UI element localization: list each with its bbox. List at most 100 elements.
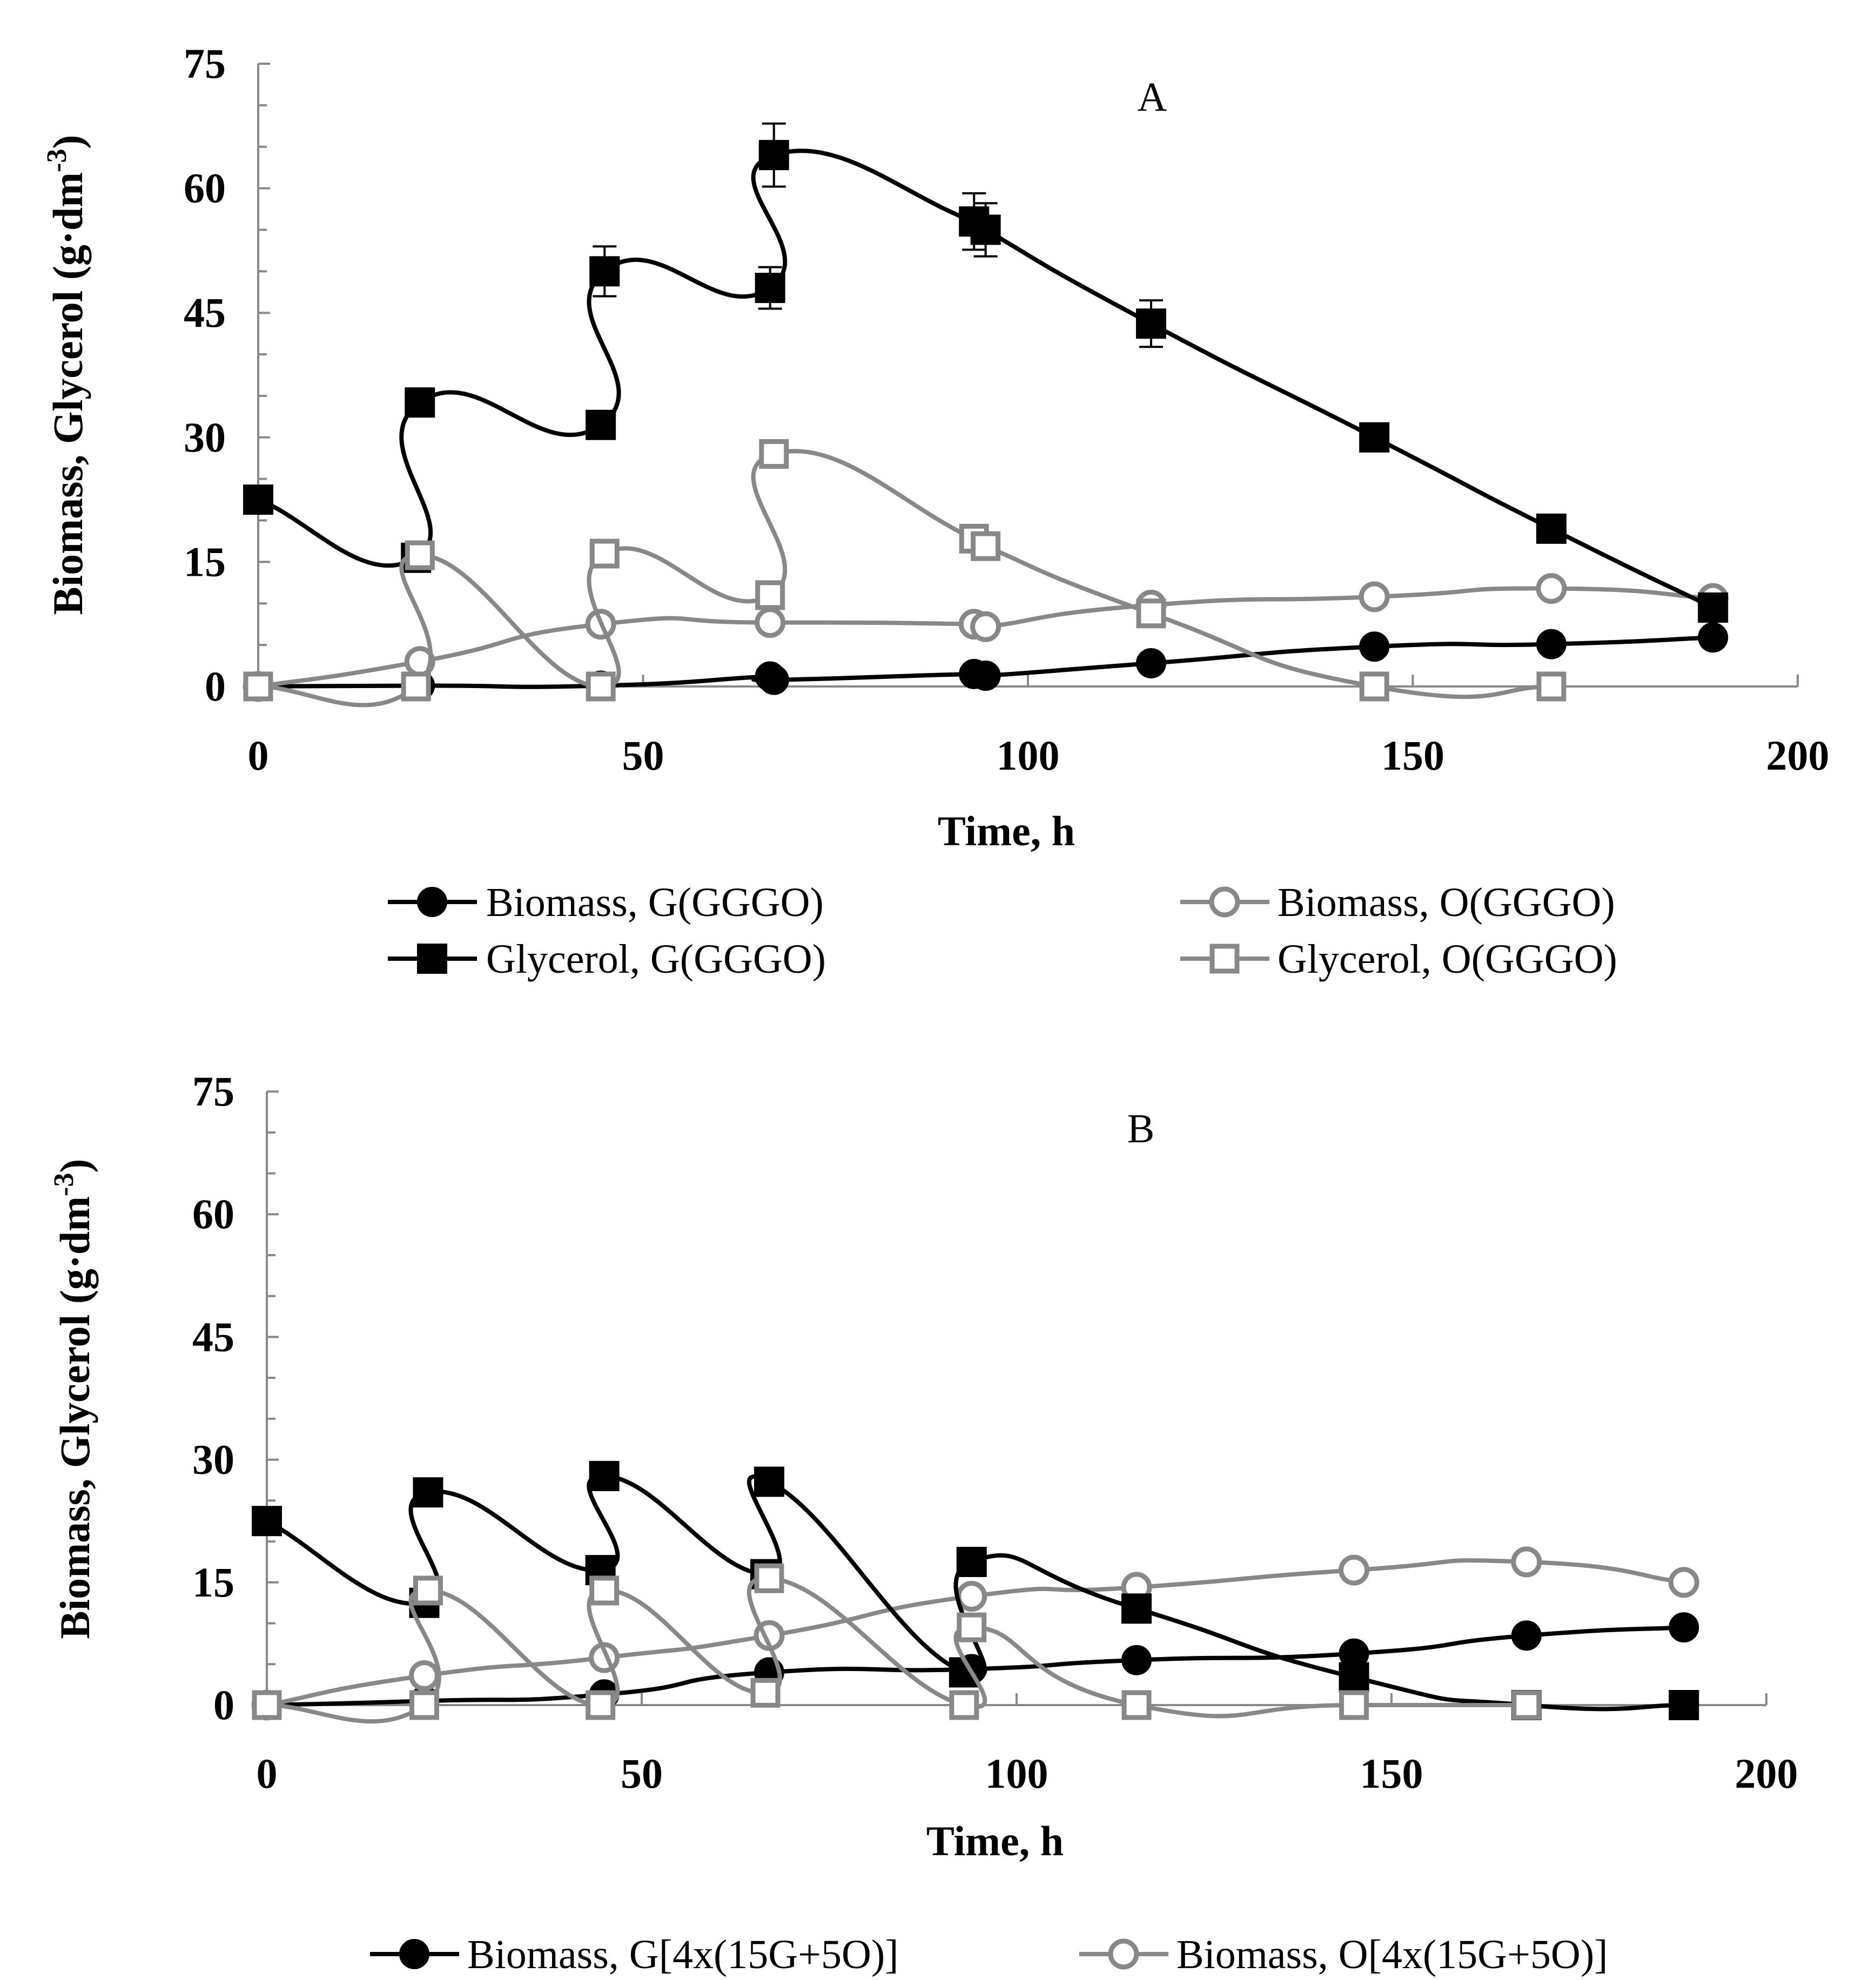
data-point-square bbox=[1359, 422, 1390, 453]
data-point-circle bbox=[970, 661, 1001, 691]
x-tick-label: 0 bbox=[257, 1750, 278, 1797]
data-point-circle bbox=[1511, 1546, 1542, 1578]
data-point-circle bbox=[1359, 631, 1390, 662]
data-point-circle bbox=[1511, 1620, 1542, 1651]
data-point-square bbox=[589, 256, 620, 287]
data-point-square bbox=[956, 1546, 987, 1577]
legend-entry: Biomass, G[4x(15G+5O)] bbox=[370, 1932, 899, 1977]
data-point-square bbox=[586, 1690, 616, 1720]
panel-title: B bbox=[1127, 1106, 1155, 1151]
series-3 bbox=[243, 439, 1566, 708]
legend-marker-circle bbox=[1209, 886, 1240, 918]
legend-label: Glycerol, G(GGGO) bbox=[486, 937, 826, 982]
data-point-square bbox=[586, 671, 616, 702]
data-point-square bbox=[1698, 592, 1729, 623]
y-axis-title-close: ) bbox=[44, 135, 91, 149]
data-point-square bbox=[1136, 308, 1166, 339]
data-point-square bbox=[1536, 671, 1566, 702]
data-point-circle bbox=[1339, 1554, 1370, 1586]
legend-label: Biomass, G[4x(15G+5O)] bbox=[467, 1932, 899, 1977]
y-tick-label: 0 bbox=[213, 1681, 234, 1728]
y-axis-title: Biomass, Glycerol (g·dm-3) bbox=[49, 1159, 98, 1639]
data-point-square bbox=[1136, 598, 1166, 629]
data-point-square bbox=[243, 484, 273, 515]
data-point-square bbox=[413, 1477, 443, 1508]
series-2 bbox=[243, 122, 1729, 623]
x-axis-title: Time, h bbox=[938, 807, 1075, 854]
y-axis-title-main: Biomass, Glycerol (g·dm bbox=[44, 172, 91, 615]
data-point-circle bbox=[755, 607, 786, 638]
legend-label: Biomass, O(GGGO) bbox=[1277, 880, 1615, 925]
data-point-square bbox=[754, 1466, 784, 1497]
data-point-square bbox=[589, 1460, 620, 1491]
data-point-square bbox=[755, 580, 785, 610]
legend-marker-square bbox=[417, 944, 447, 974]
data-point-square bbox=[405, 387, 435, 418]
series-line bbox=[258, 449, 1552, 708]
data-point-square bbox=[1339, 1662, 1369, 1693]
data-point-square bbox=[413, 1575, 443, 1606]
data-point-square bbox=[750, 1678, 781, 1708]
data-point-square bbox=[401, 671, 431, 702]
data-point-square bbox=[1359, 671, 1389, 702]
x-tick-label: 50 bbox=[622, 732, 664, 779]
y-tick-label: 0 bbox=[205, 663, 226, 710]
legend-label: Biomass, O[4x(15G+5O)] bbox=[1176, 1932, 1608, 1977]
legend-label: Glycerol, O(GGGO) bbox=[1277, 937, 1617, 982]
y-axis-title-superscript: -3 bbox=[49, 1173, 79, 1196]
data-point-square bbox=[589, 538, 620, 569]
data-point-square bbox=[252, 1506, 282, 1537]
y-axis-title-main: Biomass, Glycerol (g·dm bbox=[51, 1196, 98, 1639]
data-point-square bbox=[758, 140, 789, 171]
y-tick-label: 30 bbox=[184, 414, 226, 461]
data-point-square bbox=[243, 671, 273, 702]
data-point-circle bbox=[1136, 648, 1166, 678]
data-point-circle bbox=[1698, 622, 1729, 653]
data-point-square bbox=[405, 540, 435, 570]
data-point-square bbox=[1121, 1690, 1152, 1720]
legend-marker-circle bbox=[417, 887, 447, 917]
data-point-square bbox=[252, 1690, 282, 1720]
y-axis-title: Biomass, Glycerol (g·dm-3) bbox=[42, 135, 91, 615]
x-tick-label: 200 bbox=[1766, 732, 1830, 779]
panel-title: A bbox=[1138, 75, 1167, 120]
data-point-circle bbox=[1536, 573, 1567, 604]
chart-panel-b: 0 15 30 45 60 75 0 50 100 150 200 B Time, h Biomass, … bbox=[49, 1068, 1798, 1977]
data-point-circle bbox=[956, 1581, 987, 1612]
y-axis-title-superscript: -3 bbox=[42, 149, 72, 172]
legend-entry: Biomass, G(GGGO) bbox=[388, 880, 824, 925]
x-tick-label: 0 bbox=[248, 732, 269, 779]
legend-label: Biomass, G(GGGO) bbox=[486, 880, 824, 925]
data-point-square bbox=[759, 439, 789, 469]
x-tick-label: 150 bbox=[1360, 1750, 1423, 1797]
y-tick-label: 60 bbox=[192, 1190, 234, 1237]
data-point-square bbox=[409, 1690, 439, 1720]
data-point-circle bbox=[758, 664, 789, 695]
y-tick-label: 45 bbox=[184, 289, 226, 336]
data-point-square bbox=[949, 1690, 979, 1720]
legend-marker-circle bbox=[1108, 1938, 1139, 1970]
y-tick-label: 75 bbox=[192, 1068, 234, 1115]
legend-entry: Glycerol, G(GGGO) bbox=[388, 937, 826, 982]
x-tick-label: 100 bbox=[997, 732, 1060, 779]
data-point-square bbox=[589, 1575, 620, 1606]
data-point-circle bbox=[1121, 1645, 1152, 1675]
legend-entry: Biomass, O(GGGO) bbox=[1180, 880, 1615, 925]
x-tick-label: 150 bbox=[1381, 732, 1444, 779]
chart-panel-a: 0 15 30 45 60 75 0 50 100 150 200 A Time, h Biomass, … bbox=[42, 40, 1830, 982]
data-point-square bbox=[586, 409, 616, 440]
data-point-square bbox=[755, 273, 785, 304]
x-axis-title: Time, h bbox=[926, 1817, 1064, 1864]
data-point-square bbox=[1121, 1593, 1152, 1624]
data-point-circle bbox=[408, 1660, 440, 1691]
data-point-square bbox=[970, 214, 1001, 245]
x-tick-label: 50 bbox=[621, 1750, 663, 1797]
data-point-square bbox=[754, 1563, 784, 1593]
y-tick-label: 45 bbox=[192, 1313, 234, 1360]
data-point-circle bbox=[1359, 581, 1390, 612]
data-point-circle bbox=[1536, 629, 1566, 659]
y-tick-label: 15 bbox=[184, 538, 226, 585]
x-tick-label: 200 bbox=[1735, 1750, 1798, 1797]
legend-entry: Biomass, O[4x(15G+5O)] bbox=[1079, 1932, 1608, 1977]
